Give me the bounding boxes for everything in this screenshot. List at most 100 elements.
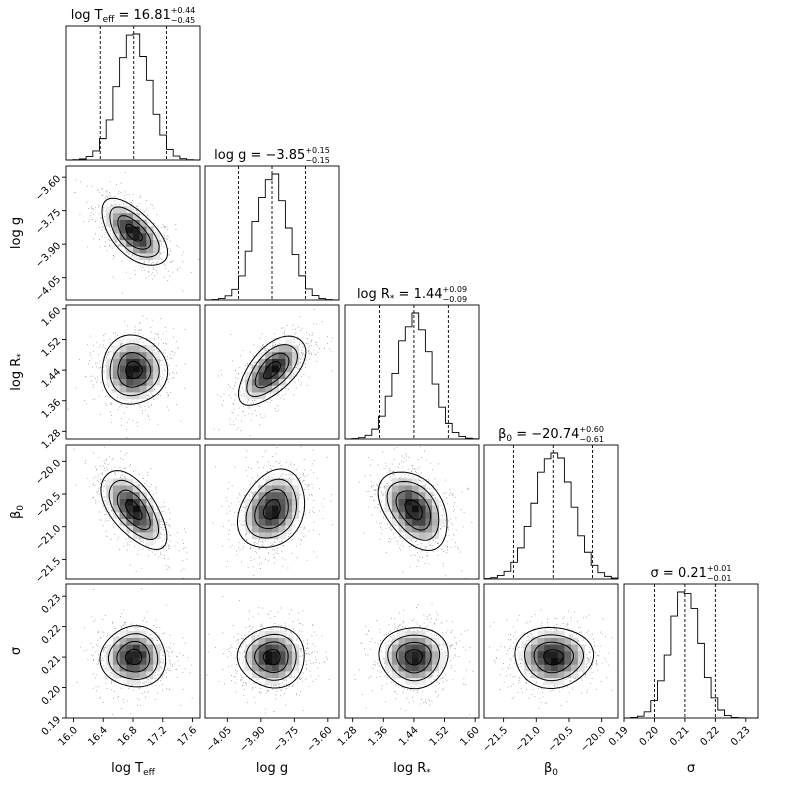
density-cell bbox=[126, 345, 134, 353]
density-cell bbox=[139, 637, 147, 645]
panel-frame bbox=[65, 444, 201, 580]
y-axis-label-sigma: σ bbox=[9, 647, 24, 655]
param-title-logg: log g = −3.85+0.15 −0.15 bbox=[214, 146, 330, 165]
density-cell bbox=[391, 671, 399, 679]
density-cell bbox=[577, 651, 585, 658]
density-cell bbox=[537, 651, 545, 658]
param-title-beta0: β0 = −20.74+0.60 −0.61 bbox=[498, 425, 604, 444]
scatter-panel-sigma-vs-beta0 bbox=[483, 583, 619, 719]
hist-frame bbox=[623, 583, 759, 719]
density-cell bbox=[265, 637, 273, 645]
density-cell bbox=[265, 491, 273, 499]
density-cell bbox=[258, 525, 266, 533]
density-cell bbox=[258, 392, 266, 400]
density-cell bbox=[139, 246, 147, 254]
density-cell bbox=[557, 637, 565, 645]
density-cell bbox=[146, 358, 154, 366]
density-cell bbox=[272, 345, 279, 353]
contour-3 bbox=[523, 634, 584, 682]
density-cell bbox=[153, 239, 161, 247]
density-cell bbox=[278, 525, 286, 533]
density-cell bbox=[112, 505, 120, 513]
density-cell bbox=[146, 512, 154, 519]
density-cell bbox=[112, 498, 120, 506]
density-cell bbox=[432, 498, 440, 506]
density-cell bbox=[146, 233, 154, 240]
panel-frame bbox=[344, 444, 480, 580]
density-cell bbox=[112, 644, 120, 652]
density-cell bbox=[126, 206, 134, 214]
density-cell bbox=[139, 392, 147, 400]
density-cell bbox=[405, 637, 413, 645]
density-cell bbox=[551, 671, 558, 679]
density-cell bbox=[126, 378, 134, 386]
density-cell bbox=[126, 664, 134, 672]
density-cell bbox=[418, 630, 426, 638]
density-cell bbox=[272, 651, 279, 658]
density-cell bbox=[112, 212, 120, 220]
density-cell bbox=[153, 657, 161, 665]
contour-3 bbox=[109, 206, 160, 258]
hist-frame bbox=[483, 444, 619, 580]
density-cell bbox=[112, 219, 120, 227]
density-cell bbox=[126, 644, 134, 652]
density-cell bbox=[398, 637, 406, 645]
density-cell bbox=[112, 351, 120, 359]
density-cell bbox=[251, 385, 259, 393]
density-cell bbox=[537, 630, 545, 638]
density-layer bbox=[206, 595, 330, 714]
density-cell bbox=[285, 644, 293, 652]
density-cell bbox=[544, 637, 552, 645]
density-cell bbox=[112, 491, 120, 499]
density-cell bbox=[126, 246, 134, 254]
y-tick-label: −4.05 bbox=[34, 274, 63, 303]
density-cell bbox=[119, 226, 127, 234]
density-cell bbox=[106, 378, 114, 386]
x-axis-sigma: 0.19 0.20 0.21 0.22 0.23 σ bbox=[607, 718, 752, 776]
density-cell bbox=[112, 385, 120, 393]
density-cell bbox=[412, 512, 419, 519]
density-cell bbox=[133, 212, 140, 220]
density-cell bbox=[278, 664, 286, 672]
y-tick-label: −3.75 bbox=[34, 207, 63, 236]
density-cell bbox=[153, 372, 161, 379]
density-layer bbox=[213, 309, 333, 437]
density-cell bbox=[577, 664, 585, 672]
x-tick-label: −4.05 bbox=[205, 725, 234, 754]
density-cell bbox=[133, 644, 140, 652]
panel-frame bbox=[204, 304, 340, 440]
density-cell bbox=[133, 378, 140, 386]
contour-3 bbox=[245, 478, 298, 539]
density-cell bbox=[133, 651, 140, 658]
density-cell bbox=[146, 637, 154, 645]
density-cell bbox=[398, 498, 406, 506]
density-cell bbox=[126, 365, 134, 373]
density-cell bbox=[245, 657, 253, 665]
density-cell bbox=[265, 505, 273, 513]
density-cell bbox=[530, 657, 538, 665]
density-cell bbox=[153, 378, 161, 386]
contour-1 bbox=[543, 649, 564, 666]
x-tick-label: −20.5 bbox=[546, 725, 575, 754]
density-cell bbox=[425, 532, 433, 540]
y-tick-label: 1.44 bbox=[40, 367, 64, 391]
hist-frame bbox=[65, 25, 201, 161]
density-cell bbox=[524, 651, 532, 658]
density-cell bbox=[126, 478, 134, 486]
density-cell bbox=[412, 657, 419, 665]
x-tick-label: 0.22 bbox=[698, 725, 722, 749]
density-cell bbox=[551, 664, 558, 672]
density-cell bbox=[418, 518, 426, 526]
hist-frame bbox=[344, 304, 480, 440]
density-cell bbox=[272, 512, 279, 519]
density-cell bbox=[153, 532, 161, 540]
hist-panel-beta0: β0 = −20.74+0.60 −0.61 bbox=[483, 425, 619, 580]
y-tick-label: 0.21 bbox=[40, 654, 64, 678]
density-cell bbox=[258, 358, 266, 366]
density-cell bbox=[119, 219, 127, 227]
density-cell bbox=[292, 644, 300, 652]
density-cell bbox=[391, 664, 399, 672]
density-cell bbox=[258, 378, 266, 386]
density-cell bbox=[146, 378, 154, 386]
